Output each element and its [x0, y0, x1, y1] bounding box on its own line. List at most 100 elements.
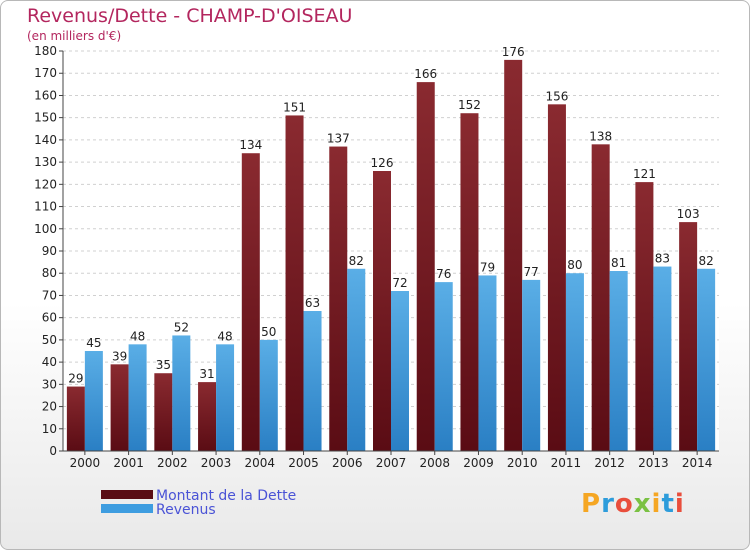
- debt-value-label: 138: [589, 129, 612, 143]
- revenue-bar: [216, 344, 235, 451]
- revenue-bar: [391, 291, 409, 451]
- debt-value-label: 121: [633, 167, 656, 181]
- debt-bar: [110, 364, 129, 451]
- revenue-value-label: 48: [217, 329, 232, 343]
- y-tick-label: 70: [42, 288, 57, 302]
- revenue-value-label: 80: [567, 258, 582, 272]
- debt-value-label: 151: [283, 100, 306, 114]
- debt-bar: [285, 115, 304, 451]
- y-tick-label: 160: [34, 88, 57, 102]
- x-tick-label: 2004: [245, 456, 276, 470]
- revenue-value-label: 76: [436, 267, 451, 281]
- debt-value-label: 137: [327, 132, 350, 146]
- logo-letter: r: [601, 489, 615, 519]
- y-tick-label: 130: [34, 155, 57, 169]
- y-tick-label: 60: [42, 311, 57, 325]
- debt-bar: [547, 104, 566, 451]
- revenue-bar: [128, 344, 147, 451]
- debt-value-label: 152: [458, 98, 481, 112]
- chart-subtitle: (en milliers d'€): [27, 29, 122, 43]
- x-tick-label: 2009: [463, 456, 494, 470]
- x-tick-label: 2002: [157, 456, 188, 470]
- y-tick-label: 180: [34, 44, 57, 58]
- debt-bar: [198, 382, 217, 451]
- revenue-bar: [522, 279, 541, 451]
- x-tick-label: 2005: [288, 456, 319, 470]
- debt-bar: [329, 146, 348, 452]
- debt-value-label: 39: [112, 349, 127, 363]
- debt-value-label: 156: [545, 89, 568, 103]
- debt-bar: [416, 82, 435, 451]
- legend-swatch-revenue: [101, 504, 153, 513]
- revenue-value-label: 77: [524, 265, 539, 279]
- revenue-bar: [609, 271, 628, 451]
- revenue-bar: [347, 268, 366, 451]
- x-tick-label: 2011: [551, 456, 582, 470]
- x-tick-label: 2012: [594, 456, 625, 470]
- revenue-bar: [172, 335, 191, 451]
- y-tick-label: 120: [34, 177, 57, 191]
- revenue-value-label: 52: [174, 320, 189, 334]
- chart-title: Revenus/Dette - CHAMP-D'OISEAU: [27, 5, 353, 27]
- revenue-bar: [478, 275, 497, 451]
- x-tick-label: 2010: [507, 456, 538, 470]
- debt-bar: [679, 222, 698, 451]
- y-tick-label: 100: [34, 222, 57, 236]
- legend-swatch-debt: [101, 490, 153, 499]
- debt-value-label: 103: [677, 207, 700, 221]
- logo-letter: x: [633, 489, 652, 519]
- revenue-value-label: 79: [480, 260, 495, 274]
- y-tick-label: 140: [34, 133, 57, 147]
- revenue-value-label: 48: [130, 329, 145, 343]
- debt-value-label: 166: [414, 67, 437, 81]
- y-tick-label: 20: [42, 400, 57, 414]
- debt-bar: [635, 182, 654, 451]
- x-tick-label: 2014: [682, 456, 713, 470]
- logo-letter: P: [581, 489, 602, 519]
- logo-letter: o: [614, 489, 634, 519]
- legend-label-revenue: Revenus: [156, 502, 216, 518]
- revenue-value-label: 72: [392, 276, 407, 290]
- revenue-value-label: 63: [305, 296, 320, 310]
- logo-letter: i: [674, 489, 685, 519]
- revenue-bar: [697, 268, 716, 451]
- revenue-value-label: 81: [611, 256, 626, 270]
- y-tick-label: 90: [42, 244, 57, 258]
- x-tick-label: 2013: [638, 456, 669, 470]
- revenue-value-label: 50: [261, 325, 276, 339]
- y-tick-label: 40: [42, 355, 57, 369]
- debt-value-label: 126: [371, 156, 394, 170]
- revenue-value-label: 82: [349, 254, 364, 268]
- y-tick-label: 110: [34, 200, 57, 214]
- revenue-bar: [653, 266, 672, 451]
- debt-bar: [504, 59, 523, 452]
- revenue-bar: [565, 273, 584, 451]
- debt-bar: [373, 171, 391, 451]
- debt-value-label: 134: [239, 138, 262, 152]
- x-tick-label: 2001: [113, 456, 144, 470]
- legend-label-debt: Montant de la Dette: [156, 488, 296, 504]
- revenue-value-label: 45: [86, 336, 101, 350]
- y-tick-label: 170: [34, 66, 57, 80]
- y-tick-label: 0: [49, 444, 57, 458]
- revenue-bar: [84, 351, 103, 451]
- revenue-bar: [434, 282, 453, 451]
- x-tick-label: 2000: [70, 456, 101, 470]
- revenue-bar: [303, 311, 322, 451]
- y-tick-label: 10: [42, 422, 57, 436]
- y-tick-label: 30: [42, 377, 57, 391]
- debt-bar: [154, 373, 173, 451]
- revenue-bar: [259, 339, 278, 451]
- y-tick-label: 80: [42, 266, 57, 280]
- y-tick-label: 50: [42, 333, 57, 347]
- debt-value-label: 31: [199, 367, 214, 381]
- debt-value-label: 176: [502, 45, 525, 59]
- x-tick-label: 2007: [376, 456, 407, 470]
- y-tick-label: 150: [34, 111, 57, 125]
- debt-value-label: 29: [68, 372, 83, 386]
- revenue-value-label: 83: [655, 252, 670, 266]
- logo-letter: i: [651, 489, 662, 519]
- x-tick-label: 2008: [419, 456, 450, 470]
